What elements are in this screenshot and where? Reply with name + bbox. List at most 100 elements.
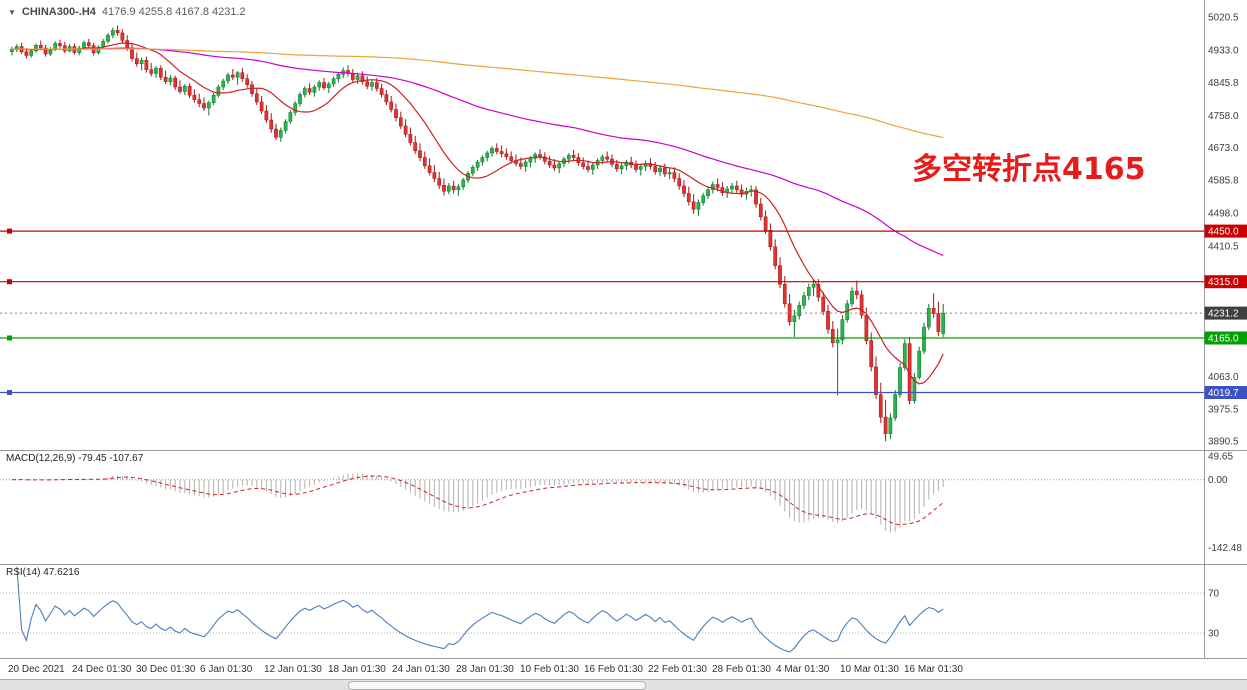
price-badge-label: 4165.0 bbox=[1208, 334, 1239, 345]
candle-body bbox=[504, 153, 509, 158]
candle-body bbox=[619, 165, 624, 170]
candle-body bbox=[451, 185, 456, 191]
candle-body bbox=[298, 94, 302, 104]
time-axis: 20 Dec 2021 24 Dec 01:30 30 Dec 01:30 6 Jan… bbox=[8, 664, 963, 675]
candle-body bbox=[120, 32, 125, 41]
candle-body bbox=[475, 161, 480, 168]
candle-body bbox=[470, 167, 475, 174]
candle-body bbox=[230, 74, 235, 78]
candle-body bbox=[797, 305, 802, 317]
candle-body bbox=[86, 42, 91, 46]
time-label: 22 Feb 01:30 bbox=[648, 664, 707, 675]
candle-body bbox=[38, 45, 43, 49]
scrollbar-thumb[interactable] bbox=[348, 681, 646, 690]
hline-handle[interactable] bbox=[7, 335, 12, 341]
candle-body bbox=[101, 40, 106, 48]
time-label: 10 Feb 01:30 bbox=[520, 664, 579, 675]
hline-handle[interactable] bbox=[7, 279, 12, 285]
candle-body bbox=[437, 178, 442, 186]
candle-body bbox=[662, 167, 667, 175]
candle-body bbox=[782, 284, 787, 305]
candle-body bbox=[826, 311, 830, 330]
candle-body bbox=[811, 284, 816, 288]
candle-body bbox=[245, 78, 250, 85]
candle-body bbox=[586, 166, 590, 170]
candle-body bbox=[538, 154, 542, 158]
candle-body bbox=[125, 40, 130, 49]
macd-axis-tick: 49.65 bbox=[1208, 452, 1233, 463]
price-tick: 4673.0 bbox=[1208, 143, 1239, 154]
candle-body bbox=[566, 155, 571, 160]
candle-body bbox=[278, 130, 283, 138]
candle-body bbox=[422, 157, 427, 167]
time-label: 24 Dec 01:30 bbox=[72, 664, 132, 675]
hline-handle[interactable] bbox=[7, 390, 12, 395]
candle-body bbox=[926, 308, 931, 328]
candle-body bbox=[490, 148, 494, 154]
candle-body bbox=[494, 148, 499, 152]
candle-body bbox=[206, 102, 211, 109]
candle-body bbox=[302, 88, 307, 95]
candle-body bbox=[542, 156, 547, 162]
ma-line-medium bbox=[11, 47, 944, 256]
candle-body bbox=[293, 103, 298, 113]
candle-body bbox=[307, 88, 312, 93]
candle-body bbox=[778, 265, 782, 285]
candle-body bbox=[739, 189, 744, 195]
symbol-dropdown-icon[interactable]: ▼ bbox=[8, 7, 16, 17]
candle-body bbox=[859, 294, 864, 316]
candle-body bbox=[893, 394, 898, 419]
price-tick: 3975.5 bbox=[1208, 405, 1239, 416]
candle-body bbox=[370, 82, 374, 87]
candle-body bbox=[134, 58, 139, 65]
time-label: 18 Jan 01:30 bbox=[328, 664, 386, 675]
candle-body bbox=[96, 46, 101, 54]
time-label: 4 Mar 01:30 bbox=[776, 664, 830, 675]
candle-body bbox=[283, 121, 288, 131]
horizontal-scrollbar[interactable] bbox=[0, 679, 1247, 690]
candle-body bbox=[936, 313, 941, 332]
annotation-text: 多空转折点4165 bbox=[912, 152, 1146, 187]
candle-body bbox=[614, 164, 619, 170]
candle-body bbox=[869, 340, 874, 368]
candle-body bbox=[240, 72, 245, 79]
candle-body bbox=[34, 45, 38, 52]
rsi-pane-layer: 70 30 bbox=[0, 566, 1220, 653]
candle-body bbox=[499, 151, 504, 155]
candle-body bbox=[398, 117, 403, 127]
candle-body bbox=[653, 166, 658, 173]
price-badge bbox=[1204, 306, 1247, 320]
candle-body bbox=[571, 155, 576, 158]
candle-body bbox=[802, 295, 806, 306]
ma-line-slow bbox=[12, 48, 944, 139]
candle-body bbox=[106, 34, 110, 42]
candle-body bbox=[763, 216, 768, 231]
candle-body bbox=[58, 43, 62, 47]
price-tick: 5020.5 bbox=[1208, 13, 1239, 24]
candle-body bbox=[360, 75, 365, 82]
candle-body bbox=[274, 128, 278, 138]
candle-body bbox=[456, 186, 461, 191]
candle-body bbox=[931, 308, 936, 314]
candle-body bbox=[173, 77, 178, 88]
level-lines-layer[interactable] bbox=[0, 228, 1205, 395]
candle-body bbox=[667, 172, 672, 175]
candle-body bbox=[677, 178, 682, 187]
candle-body bbox=[840, 319, 845, 341]
ma-line-fast bbox=[11, 42, 944, 385]
candle-body bbox=[792, 315, 797, 323]
time-label: 28 Feb 01:30 bbox=[712, 664, 771, 675]
candle-body bbox=[62, 45, 67, 52]
candle-body bbox=[154, 67, 158, 74]
candle-body bbox=[888, 417, 893, 434]
symbol-label: CHINA300-.H4 bbox=[21, 6, 96, 18]
candle-body bbox=[288, 112, 293, 122]
candle-body bbox=[854, 290, 859, 296]
macd-axis-tick: -142.48 bbox=[1208, 543, 1242, 554]
candle-body bbox=[221, 80, 226, 88]
candle-body bbox=[82, 42, 86, 49]
hline-handle[interactable] bbox=[7, 228, 12, 234]
candle-body bbox=[413, 142, 418, 152]
candle-body bbox=[898, 367, 902, 395]
